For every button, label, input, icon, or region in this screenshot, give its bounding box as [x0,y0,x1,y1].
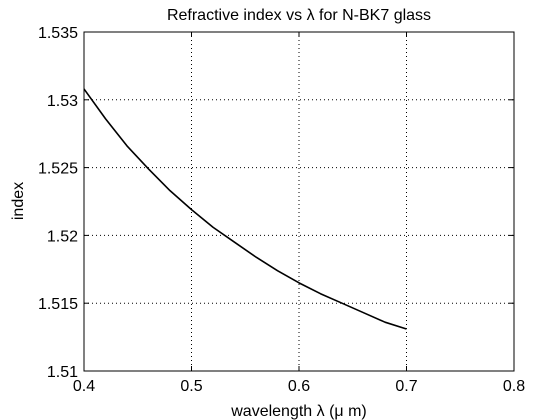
y-tick-label: 1.52 [47,228,78,245]
x-tick-label: 0.4 [73,378,95,395]
x-axis-label: wavelength λ (μ m) [230,403,366,420]
tick-labels: 0.4 0.5 0.6 0.7 0.8 1.51 1.515 1.52 1.525 1.53 1.5… [38,25,525,395]
x-tick-label: 0.8 [503,378,525,395]
y-tick-label: 1.53 [47,93,78,110]
chart-title: Refractive index vs λ for N-BK7 glass [167,7,431,24]
y-tick-label: 1.515 [38,296,78,313]
grid-lines [84,32,514,371]
x-tick-label: 0.7 [395,378,417,395]
y-tick-label: 1.535 [38,25,78,42]
x-tick-label: 0.6 [288,378,310,395]
x-tick-label: 0.5 [180,378,202,395]
series-layer [83,88,407,330]
series-line [83,88,407,330]
y-axis-label: index [10,182,27,220]
y-tick-label: 1.525 [38,161,78,178]
y-tick-label: 1.51 [47,364,78,381]
axis-ticks [83,31,515,372]
